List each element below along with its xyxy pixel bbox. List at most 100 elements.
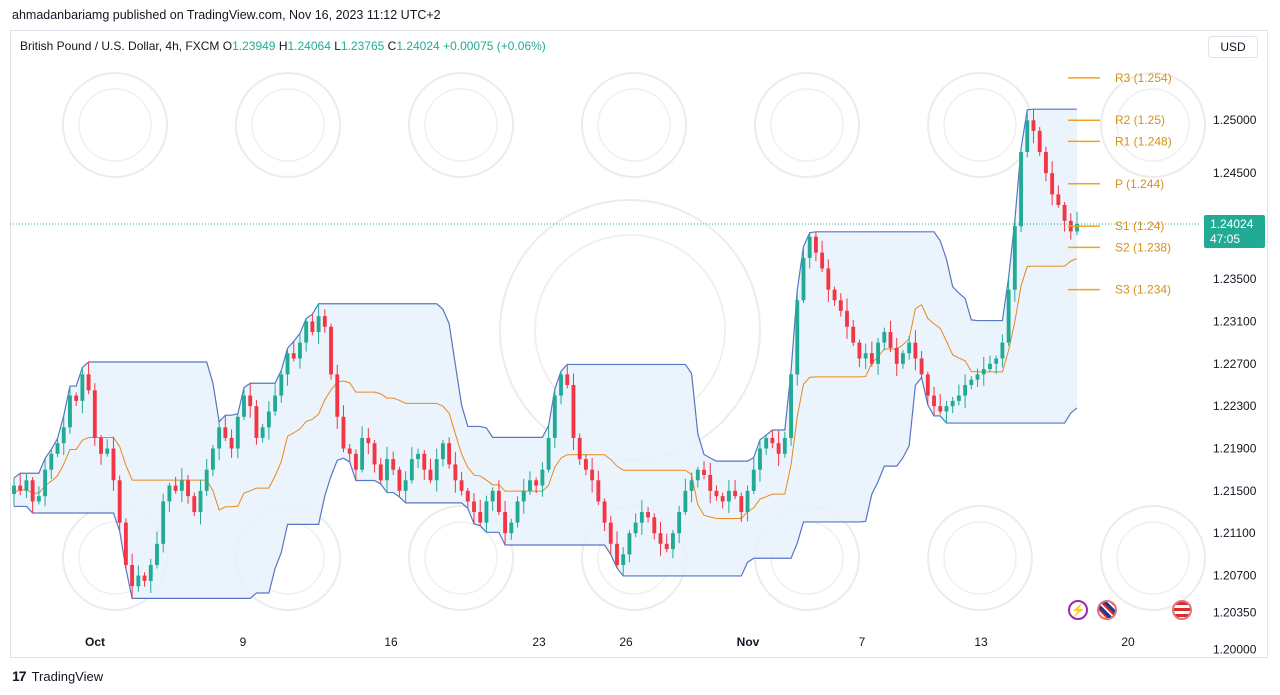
channel-fill <box>14 109 1077 599</box>
y-tick-label: 1.25000 <box>1213 113 1257 127</box>
candle-body <box>932 395 936 407</box>
x-tick-label: 23 <box>532 635 546 649</box>
candle-body <box>248 395 253 407</box>
candle-body <box>254 406 259 438</box>
candle-body <box>30 480 35 502</box>
y-tick-label: 1.22700 <box>1213 357 1257 371</box>
candle-body <box>173 485 178 491</box>
uk-flag-icon[interactable] <box>1097 600 1117 620</box>
candle-body <box>876 342 881 364</box>
candle-body <box>378 464 383 481</box>
candle-body <box>863 353 868 359</box>
candle-body <box>24 480 29 491</box>
candle-body <box>179 480 184 491</box>
candle-body <box>552 395 557 438</box>
candle-body <box>61 427 66 444</box>
candle-body <box>546 437 551 470</box>
last-price: 1.24024 <box>1210 217 1254 232</box>
tradingview-logo-icon: 17 <box>12 668 27 684</box>
candle-body <box>478 512 483 523</box>
us-flag-icon[interactable] <box>1172 600 1192 620</box>
y-tick-label: 1.21500 <box>1213 484 1257 498</box>
candle-body <box>136 575 141 587</box>
candle-body <box>733 490 738 497</box>
candle-body <box>938 406 943 412</box>
candle-body <box>223 427 228 438</box>
candle-body <box>540 469 545 486</box>
change-value: +0.00075 (+0.06%) <box>443 39 546 53</box>
candle-body <box>167 485 172 502</box>
x-tick-label: 20 <box>1121 635 1135 649</box>
candle-body <box>36 496 41 502</box>
candle-body <box>434 459 439 481</box>
y-tick-label: 1.21900 <box>1213 442 1257 456</box>
candle-body <box>1019 152 1023 227</box>
watermark-ring <box>78 88 152 162</box>
candle-body <box>68 395 72 428</box>
candle-body <box>148 564 153 581</box>
y-tick-label: 1.22300 <box>1213 399 1257 413</box>
watermark-ring <box>943 521 1017 595</box>
candle-body <box>658 533 663 544</box>
candle-body <box>869 353 874 364</box>
candle-body <box>279 374 284 396</box>
chart-frame <box>10 30 1268 658</box>
watermark-emblem <box>754 72 860 178</box>
candle-body <box>1062 204 1067 221</box>
candle-body <box>745 490 750 513</box>
candle-body <box>801 257 806 301</box>
candle-body <box>105 448 110 454</box>
watermark-ring <box>770 88 844 162</box>
candle-body <box>509 522 514 534</box>
candle-body <box>583 459 588 470</box>
candle-body <box>1012 226 1017 290</box>
candle-body <box>695 469 700 481</box>
y-tick-label: 1.24500 <box>1213 166 1257 180</box>
candle-body <box>12 485 16 495</box>
candle-body <box>751 469 756 491</box>
candle-body <box>559 374 563 396</box>
pivot-label: R1 (1.248) <box>1115 134 1172 148</box>
candle-body <box>347 448 352 454</box>
x-tick-label: Nov <box>737 635 760 649</box>
candlesticks <box>10 109 1200 599</box>
watermark-emblem <box>62 72 168 178</box>
currency-button[interactable]: USD <box>1208 36 1258 58</box>
candle-body <box>117 480 122 523</box>
candle-body <box>770 437 775 444</box>
pivot-label: S1 (1.24) <box>1115 219 1164 233</box>
candle-body <box>944 406 949 412</box>
candle-body <box>652 517 657 534</box>
candle-body <box>857 342 862 359</box>
candle-body <box>453 464 458 481</box>
candle-body <box>795 300 800 375</box>
candle-body <box>329 326 333 375</box>
candle-body <box>304 321 309 343</box>
y-tick-label: 1.23100 <box>1213 314 1257 328</box>
candle-body <box>161 501 166 544</box>
candle-body <box>534 480 539 486</box>
candle-body <box>515 501 520 523</box>
candle-body <box>310 321 315 333</box>
candle-body <box>888 332 893 348</box>
candle-body <box>229 437 234 449</box>
candle-body <box>266 411 271 428</box>
candle-body <box>981 369 986 375</box>
symbol-name: British Pound / U.S. Dollar, 4h, FXCM <box>20 39 220 53</box>
low-label: L <box>334 39 341 53</box>
candle-body <box>409 459 414 481</box>
x-tick-label: 16 <box>384 635 398 649</box>
donchian-channel <box>13 108 1078 599</box>
candle-body <box>994 358 999 364</box>
candle-body <box>882 332 887 343</box>
candle-body <box>198 490 203 513</box>
candle-body <box>49 453 54 470</box>
last-price-tag: 1.24024 47:05 <box>1204 215 1265 249</box>
candle-body <box>235 416 240 449</box>
candle-body <box>80 374 85 401</box>
candle-body <box>291 353 296 359</box>
lightning-icon[interactable]: ⚡ <box>1068 600 1088 620</box>
pivot-label: P (1.244) <box>1115 177 1164 191</box>
candle-body <box>447 443 452 465</box>
